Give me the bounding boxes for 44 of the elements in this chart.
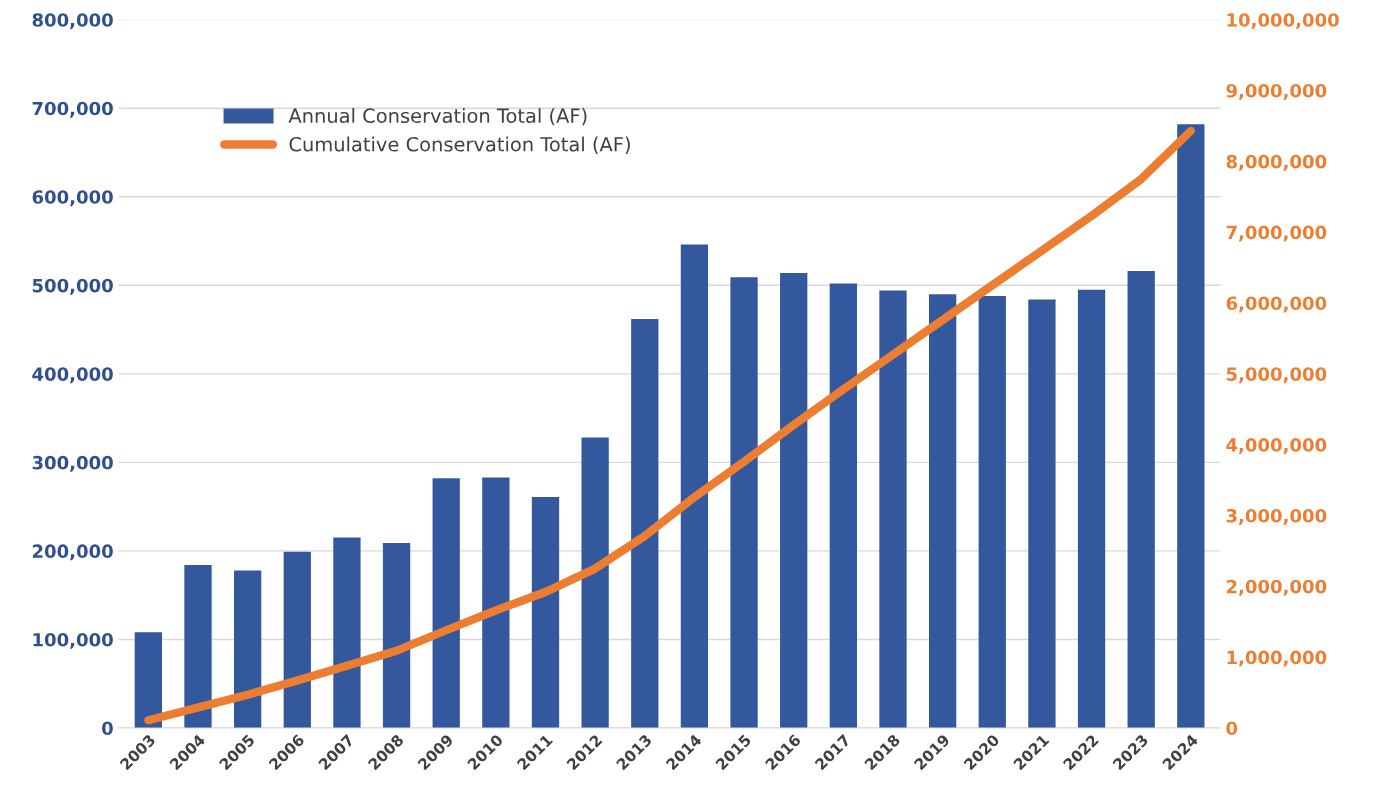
y-tick-label: 200,000: [32, 544, 113, 561]
y-tick-label: 400,000: [32, 367, 113, 384]
bar: [1028, 299, 1056, 728]
legend-label: Annual Conservation Total (AF): [288, 108, 587, 126]
bar: [184, 565, 212, 728]
y-tick-label: 800,000: [32, 13, 113, 30]
y2-tick-label: 2,000,000: [1226, 579, 1327, 596]
bar: [432, 478, 460, 728]
y2-tick-label: 9,000,000: [1226, 83, 1327, 100]
y-tick-label: 500,000: [32, 278, 113, 295]
bar: [1177, 124, 1205, 728]
bar: [1077, 289, 1106, 728]
y2-tick-label: 7,000,000: [1226, 225, 1327, 242]
y2-tick-label: 4,000,000: [1226, 438, 1327, 455]
y2-tick-label: 1,000,000: [1227, 650, 1327, 667]
bar: [134, 632, 163, 728]
bar: [581, 437, 609, 728]
y2-tick-label: 3,000,000: [1226, 508, 1327, 525]
bar: [233, 570, 262, 728]
bar: [978, 295, 1006, 728]
y-tick-label: 0: [102, 721, 113, 736]
bar: [879, 290, 907, 728]
y2-tick-label: 0: [1226, 721, 1238, 736]
bar: [283, 551, 311, 728]
bar: [780, 272, 808, 728]
bar: [730, 277, 758, 728]
bar: [333, 537, 361, 728]
bar: [1127, 271, 1155, 728]
y2-tick-label: 5,000,000: [1226, 367, 1327, 384]
bar: [680, 244, 709, 728]
y-tick-label: 700,000: [32, 101, 113, 118]
legend-label: Cumulative Conservation Total (AF): [289, 136, 630, 154]
y-tick-label: 300,000: [32, 455, 113, 472]
bar: [531, 496, 560, 728]
y2-tick-label: 10,000,000: [1227, 13, 1339, 30]
bar: [829, 283, 857, 728]
y-tick-label: 100,000: [33, 632, 113, 649]
y2-tick-label: 6,000,000: [1226, 296, 1327, 313]
bar: [928, 294, 957, 728]
bar: [482, 477, 510, 728]
y2-tick-label: 8,000,000: [1226, 154, 1327, 171]
bar: [382, 542, 411, 728]
y-tick-label: 600,000: [32, 190, 113, 207]
bar: [631, 318, 659, 728]
